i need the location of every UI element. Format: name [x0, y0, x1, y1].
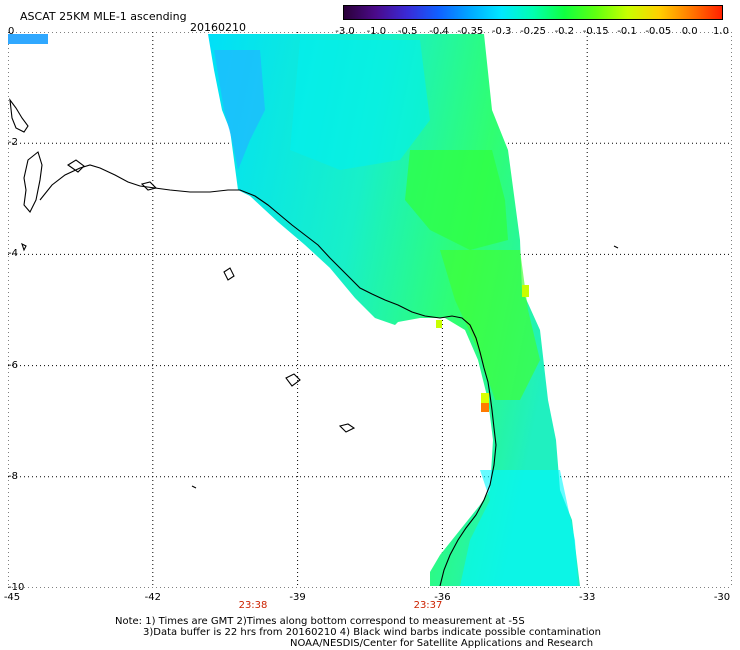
lat-label: -4	[8, 248, 18, 260]
lon-label: -42	[144, 592, 161, 603]
swath-cyan-patch	[290, 40, 430, 170]
island-small-9	[613, 245, 619, 249]
island-small-7	[21, 242, 27, 252]
lat-label: -10	[8, 582, 25, 593]
colorbar-label: -0.1	[617, 26, 637, 37]
colorbar-label: -0.4	[429, 26, 449, 37]
swath-yellow-pixel-3	[436, 320, 442, 328]
colorbar-label: -0.5	[397, 26, 418, 37]
island-small-8	[191, 485, 197, 489]
lon-label: -33	[579, 592, 596, 603]
colorbar-label: -1.0	[366, 26, 387, 37]
colorbar-label: -0.2	[554, 26, 575, 37]
colorbar-label: -0.35	[457, 26, 484, 37]
time-label-1: 23:38	[238, 600, 268, 611]
island-small-6	[338, 423, 356, 433]
note-line-2: 3)Data buffer is 22 hrs from 20160210 4)…	[143, 627, 601, 638]
colorbar-label: -3.0	[335, 26, 355, 37]
note-line-3: NOAA/NESDIS/Center for Satellite Applica…	[290, 638, 594, 649]
lat-label: 0	[8, 26, 15, 37]
lat-label: -2	[8, 137, 18, 149]
swath-yellow-pixel-2	[522, 285, 529, 297]
lon-label: -30	[713, 592, 731, 603]
swath-green-patch-2	[440, 250, 540, 400]
lat-label: -6	[8, 359, 18, 371]
island-small-2	[67, 159, 85, 173]
lon-label: -45	[3, 592, 21, 603]
island-small-3	[140, 181, 158, 191]
lat-label: -8	[8, 470, 18, 482]
swath-yellow-pixel	[481, 393, 489, 403]
swath-blue-patch	[214, 50, 265, 170]
swath-corner-block	[8, 34, 48, 44]
coastline	[9, 98, 619, 587]
colorbar-label: -0.15	[582, 26, 609, 37]
island-small-1	[9, 98, 29, 133]
colorbar-label: -0.05	[645, 26, 672, 37]
product-title: ASCAT 25KM MLE-1 ascending	[20, 10, 187, 23]
colorbar	[343, 5, 723, 20]
swath-green-patch-1	[405, 150, 508, 250]
colorbar-label: 0.0	[681, 26, 698, 37]
wind-swath	[8, 34, 580, 586]
time-label-2: 23:37	[413, 600, 443, 611]
island-small-5	[285, 373, 301, 387]
colorbar-label: -0.25	[520, 26, 546, 37]
island-marajo	[23, 151, 43, 213]
product-date: 20160210	[190, 21, 246, 34]
swath-orange-pixel	[481, 403, 489, 412]
lon-label: -36	[434, 592, 451, 603]
island-small-4	[223, 267, 235, 281]
note-line-1: Note: 1) Times are GMT 2)Times along bot…	[115, 616, 525, 627]
swath-cyan-bottom	[460, 470, 578, 586]
colorbar-label: 1.0	[713, 26, 729, 37]
lon-label: -39	[289, 592, 306, 603]
colorbar-label: -0.3	[491, 26, 512, 37]
